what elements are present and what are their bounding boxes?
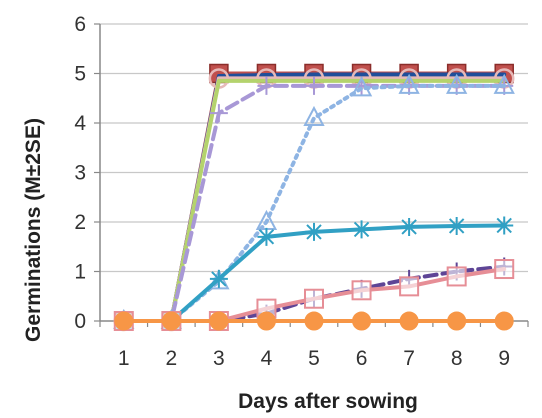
point-s9-4 [304, 311, 324, 331]
x-tick-label: 3 [213, 347, 225, 370]
point-s5-8 [493, 73, 515, 94]
point-s6-3 [257, 227, 276, 246]
x-tick-labels: 1 2 3 4 5 6 7 8 9 [118, 347, 510, 370]
y-tick-label: 4 [74, 112, 86, 135]
gridlines [100, 23, 528, 273]
x-tick-label: 1 [118, 347, 130, 370]
point-s4-3 [257, 76, 276, 95]
point-s6-7 [447, 216, 466, 235]
point-s9-8 [494, 311, 514, 331]
point-s6-6 [400, 217, 419, 236]
point-s9-3 [256, 311, 276, 331]
point-s8-5 [351, 280, 372, 301]
point-s5-7 [446, 73, 468, 94]
y-tick-label: 3 [74, 162, 86, 185]
point-s5-5 [350, 76, 373, 97]
series-9 [114, 311, 514, 331]
x-tick-label: 8 [451, 347, 463, 370]
point-s8-7 [446, 266, 467, 287]
point-s9-7 [447, 311, 467, 331]
point-s6-4 [305, 222, 323, 241]
point-s9-5 [352, 311, 372, 331]
y-tick-label: 5 [74, 63, 86, 86]
x-tick-label: 7 [403, 347, 415, 370]
series-6 [114, 216, 514, 330]
point-s4-2 [209, 104, 228, 123]
point-s9-0 [114, 311, 134, 331]
y-tick-label: 1 [74, 261, 86, 284]
point-s9-1 [161, 311, 181, 331]
point-s8-6 [399, 276, 420, 297]
x-axis-title: Days after sowing [238, 390, 418, 413]
point-s9-2 [209, 311, 229, 331]
x-tick-label: 9 [498, 347, 510, 370]
point-s6-5 [352, 220, 371, 239]
y-tick-label: 6 [74, 13, 86, 36]
series-layer [113, 63, 515, 332]
y-tick-label: 0 [74, 310, 86, 333]
point-s5-4 [303, 105, 325, 127]
point-s4-4 [305, 76, 323, 95]
point-s9-6 [399, 311, 419, 331]
point-s5-6 [398, 73, 420, 94]
point-s8-4 [304, 288, 324, 309]
x-tick-label: 6 [356, 347, 368, 370]
y-tick-labels: 0 1 2 3 4 5 6 [74, 13, 86, 333]
x-tick-label: 5 [308, 347, 320, 370]
point-s8-8 [494, 259, 515, 280]
y-axis-title: Germinations (M±2SE) [22, 118, 45, 342]
x-tick-label: 4 [261, 347, 273, 370]
y-tick-label: 2 [74, 211, 86, 234]
point-s6-8 [495, 216, 514, 235]
x-tick-label: 2 [165, 347, 177, 370]
point-s6-2 [209, 269, 228, 288]
